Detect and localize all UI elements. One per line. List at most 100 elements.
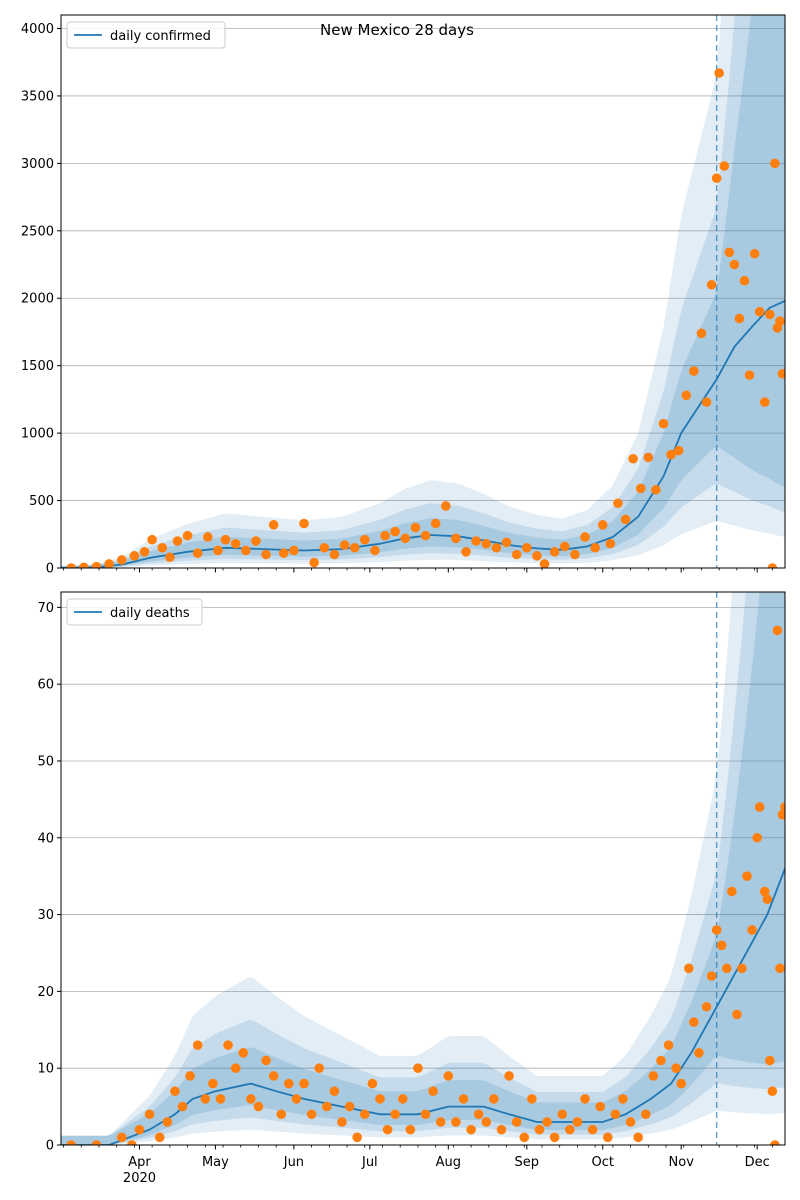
observed-point bbox=[532, 551, 542, 561]
observed-point bbox=[380, 530, 390, 541]
y-tick-label: 70 bbox=[37, 601, 54, 616]
observed-point bbox=[759, 397, 770, 407]
observed-point bbox=[666, 449, 676, 460]
y-tick-label: 500 bbox=[29, 494, 54, 509]
observed-point bbox=[481, 1117, 492, 1127]
observed-point bbox=[770, 1140, 780, 1145]
observed-point bbox=[451, 533, 461, 544]
observed-point bbox=[192, 1040, 203, 1050]
observed-point bbox=[724, 247, 735, 258]
observed-point bbox=[767, 1086, 778, 1097]
observed-point bbox=[390, 1109, 400, 1120]
observed-point bbox=[458, 1094, 469, 1104]
x-year-label: 2020 bbox=[123, 1171, 156, 1186]
observed-point bbox=[78, 562, 89, 568]
observed-point bbox=[230, 538, 241, 549]
observed-point bbox=[238, 1048, 249, 1058]
observed-point bbox=[587, 1124, 598, 1135]
observed-point bbox=[413, 1063, 423, 1073]
observed-point bbox=[772, 625, 783, 636]
observed-point bbox=[268, 1071, 279, 1081]
observed-point bbox=[213, 545, 223, 556]
observed-point bbox=[339, 540, 350, 550]
observed-point bbox=[714, 68, 724, 78]
y-tick-label: 10 bbox=[37, 1062, 54, 1077]
y-tick-label: 50 bbox=[37, 754, 54, 769]
observed-point bbox=[496, 1124, 507, 1135]
x-tick-label: Jun bbox=[283, 1155, 304, 1170]
observed-point bbox=[694, 1048, 704, 1058]
observed-point bbox=[597, 520, 608, 530]
observed-point bbox=[572, 1117, 583, 1127]
observed-point bbox=[618, 1094, 628, 1104]
observed-point bbox=[602, 1132, 613, 1143]
observed-point bbox=[284, 1078, 294, 1089]
observed-point bbox=[640, 1109, 651, 1120]
observed-point bbox=[580, 532, 590, 542]
observed-point bbox=[742, 871, 752, 881]
observed-point bbox=[162, 1117, 173, 1127]
observed-point bbox=[539, 559, 550, 568]
observed-point bbox=[673, 445, 684, 456]
observed-point bbox=[435, 1117, 446, 1127]
observed-point bbox=[737, 963, 747, 974]
observed-point bbox=[625, 1117, 636, 1127]
observed-point bbox=[656, 1055, 666, 1066]
observed-point bbox=[223, 1040, 233, 1050]
y-tick-label: 0 bbox=[46, 562, 54, 577]
observed-point bbox=[251, 536, 261, 546]
observed-point bbox=[565, 1124, 575, 1135]
observed-point bbox=[314, 1063, 325, 1073]
observed-point bbox=[451, 1117, 461, 1127]
observed-point bbox=[172, 536, 183, 546]
observed-point bbox=[633, 1132, 643, 1143]
observed-point bbox=[613, 498, 623, 509]
axes-frame bbox=[60, 591, 786, 1146]
observed-point bbox=[170, 1086, 180, 1097]
observed-point bbox=[443, 1071, 454, 1081]
y-tick-label: 40 bbox=[37, 831, 54, 846]
observed-point bbox=[719, 161, 730, 171]
observed-point bbox=[754, 802, 765, 812]
observed-point bbox=[481, 538, 492, 549]
observed-point bbox=[471, 536, 481, 546]
observed-point bbox=[299, 1078, 309, 1089]
observed-point bbox=[400, 533, 411, 544]
observed-point bbox=[590, 542, 600, 553]
observed-point bbox=[466, 1124, 476, 1135]
observed-point bbox=[549, 547, 560, 557]
observed-point bbox=[261, 1055, 271, 1066]
observed-point bbox=[716, 940, 727, 951]
observed-point bbox=[473, 1109, 484, 1120]
observed-point bbox=[220, 534, 231, 545]
observed-point bbox=[521, 542, 532, 553]
observed-point bbox=[765, 1055, 775, 1066]
observed-point bbox=[684, 963, 694, 974]
observed-point bbox=[382, 1124, 393, 1135]
x-tick-label: Apr bbox=[128, 1155, 151, 1170]
observed-point bbox=[428, 1086, 438, 1097]
y-tick-label: 60 bbox=[37, 678, 54, 693]
uncertainty-band-1 bbox=[61, 15, 785, 568]
observed-point bbox=[501, 537, 512, 548]
observed-point bbox=[628, 453, 638, 464]
observed-point bbox=[370, 545, 380, 556]
observed-point bbox=[610, 1109, 621, 1120]
observed-point bbox=[165, 552, 175, 563]
observed-point bbox=[299, 518, 309, 529]
observed-point bbox=[359, 1109, 370, 1120]
observed-point bbox=[278, 548, 289, 558]
observed-point bbox=[549, 1132, 560, 1143]
observed-point bbox=[595, 1101, 606, 1112]
observed-point bbox=[580, 1094, 590, 1104]
observed-point bbox=[696, 328, 707, 339]
observed-point bbox=[440, 501, 451, 511]
observed-point bbox=[291, 1094, 302, 1104]
chart-title: New Mexico 28 days bbox=[320, 21, 474, 39]
observed-point bbox=[643, 452, 654, 463]
observed-point bbox=[663, 1040, 674, 1050]
observed-point bbox=[527, 1094, 537, 1104]
observed-point bbox=[66, 563, 76, 568]
observed-point bbox=[200, 1094, 211, 1104]
observed-point bbox=[759, 886, 770, 897]
